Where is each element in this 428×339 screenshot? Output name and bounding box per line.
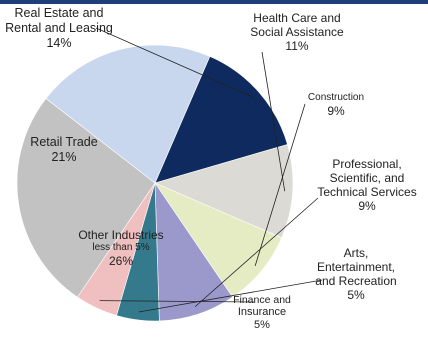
leader-line-professional	[194, 197, 319, 307]
label-professional-line3: Technical Services	[317, 185, 417, 200]
label-arts-line1: Arts,	[343, 246, 369, 260]
label-arts: Arts, Entertainment, and Recreation 5%	[300, 246, 412, 303]
label-professional-pct: 9%	[358, 199, 376, 214]
label-professional: Professional, Scientific, and Technical …	[306, 157, 428, 214]
label-finance-line1: Finance and	[233, 294, 291, 306]
label-arts-pct: 5%	[347, 288, 365, 303]
label-real-estate-line1: Real Estate and	[14, 6, 104, 20]
label-arts-line2: Entertainment,	[316, 260, 396, 275]
label-real-estate-line2: Rental and Leasing	[5, 20, 113, 35]
label-professional-line2: Scientific, and	[329, 171, 405, 186]
leader-line-arts	[138, 279, 323, 313]
label-construction-line1: Construction	[307, 92, 365, 103]
label-finance: Finance and Insurance 5%	[222, 294, 302, 332]
label-other-line2: less than 5%	[92, 242, 150, 254]
label-other-line1: Other Industries	[78, 228, 164, 242]
label-construction: Construction 9%	[298, 92, 374, 118]
label-finance-line2: Insurance	[237, 306, 287, 319]
leader-line-construction	[254, 103, 306, 266]
label-construction-pct: 9%	[327, 103, 345, 118]
label-real-estate: Real Estate and Rental and Leasing 14%	[0, 6, 118, 50]
pie-slice-other	[16, 97, 156, 298]
leader-line-health-care	[261, 51, 286, 192]
label-other: Other Industries less than 5% 26%	[63, 228, 179, 268]
leader-line-finance	[99, 300, 255, 303]
label-professional-line1: Professional,	[332, 157, 402, 171]
label-health-care-line2: Social Assistance	[250, 25, 344, 40]
label-other-pct: 26%	[108, 253, 134, 268]
label-retail-pct: 21%	[51, 149, 77, 164]
label-retail: Retail Trade 21%	[14, 135, 114, 165]
pie-slice-health-care	[154, 144, 294, 239]
label-real-estate-pct: 14%	[46, 35, 72, 50]
label-finance-pct: 5%	[254, 319, 270, 332]
pie-slice-real-estate	[154, 55, 288, 184]
label-arts-line3: and Recreation	[315, 274, 397, 289]
leader-line-real-estate	[95, 27, 253, 98]
label-health-care: Health Care and Social Assistance 11%	[230, 11, 364, 53]
label-health-care-line1: Health Care and	[253, 11, 341, 25]
header-bar	[0, 0, 428, 4]
label-retail-line1: Retail Trade	[30, 135, 98, 149]
pie-slice-retail	[45, 44, 211, 184]
label-health-care-pct: 11%	[285, 39, 309, 54]
